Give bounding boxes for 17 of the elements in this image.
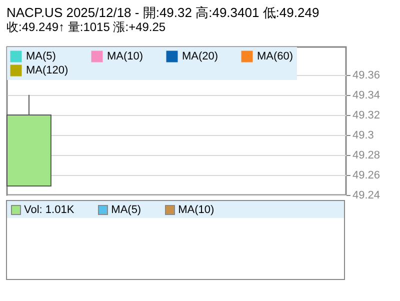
chart-subtitle: 收:49.249↑ 量:1015 漲:+49.25 xyxy=(6,20,166,34)
legend-label: MA(10) xyxy=(107,50,144,62)
text: Vol: 1.01K xyxy=(24,204,74,216)
y-tick-label: 49.26 xyxy=(352,170,380,182)
legend-label: MA(20) xyxy=(182,50,218,62)
y-tick-label: 49.24 xyxy=(352,190,380,202)
y-tick-label: 49.3 xyxy=(352,130,374,142)
y-tick-label: 49.34 xyxy=(352,90,380,102)
text: MA(5) xyxy=(111,204,142,216)
y-tick-label: 49.36 xyxy=(352,70,380,82)
text: MA(10) xyxy=(178,204,214,216)
legend-label: MA(60) xyxy=(257,50,294,62)
legend-label: MA(5) xyxy=(26,50,56,62)
chart-title: NACP.US 2025/12/18 - 開:49.32 高:49.3401 低:49.249 xyxy=(6,5,320,20)
legend-label: MA(120) xyxy=(26,64,68,76)
y-tick-label: 49.32 xyxy=(352,110,380,122)
y-tick-label: 49.28 xyxy=(352,150,380,162)
